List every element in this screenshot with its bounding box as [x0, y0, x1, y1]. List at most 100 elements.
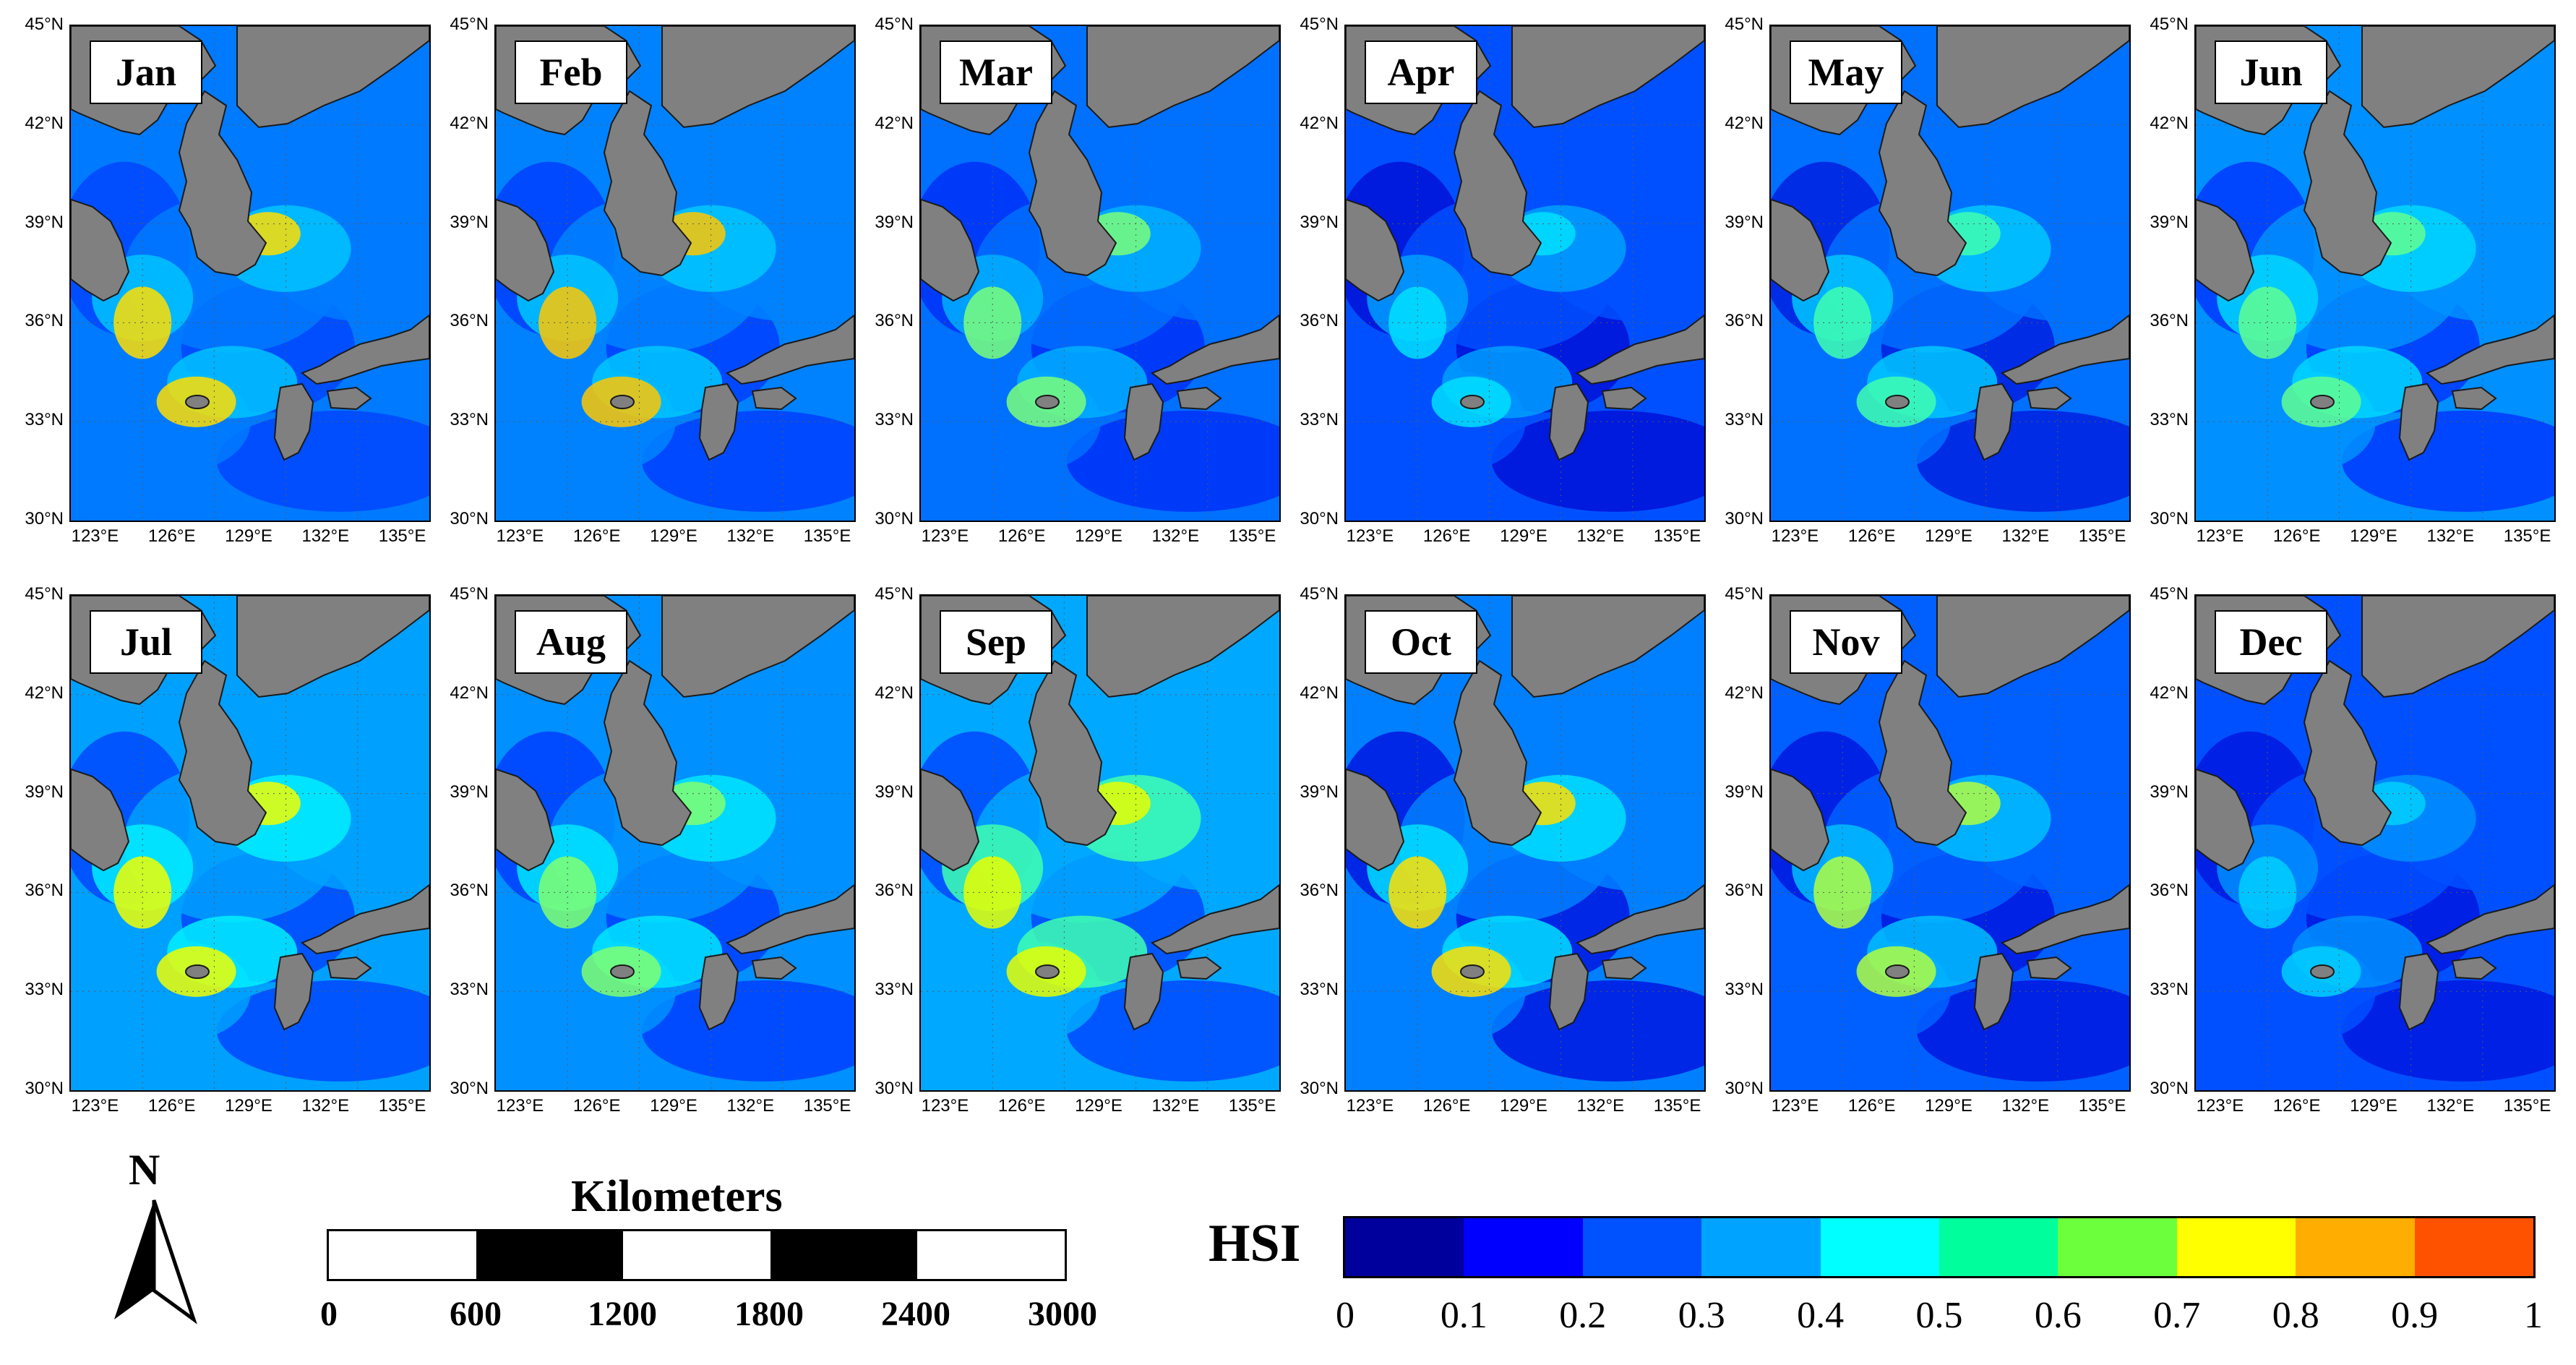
hsi-patch [1813, 286, 1872, 359]
hsi-map [71, 26, 429, 521]
latitude-tick-label: 42°N [1300, 682, 1339, 703]
hsi-patch [217, 410, 429, 512]
longitude-tick-label: 126°E [572, 1096, 621, 1116]
scale-bar-segment [329, 1231, 476, 1279]
map-panel-mar: Mar 45°N 42°N 39°N 36°N 33°N 30°N 123°E 126°E 129… [875, 14, 1281, 546]
jeju-island-land [185, 964, 210, 979]
japan-honshu-land [300, 314, 429, 385]
latitude-tick-label: 45°N [25, 14, 64, 34]
longitude-tick-label: 135°E [2503, 526, 2551, 546]
hsi-patch [2238, 856, 2297, 929]
map-panel-aug: Aug 45°N 42°N 39°N 36°N 33°N 30°N 123°E 126°E 129… [450, 584, 856, 1116]
latitude-tick-label: 30°N [25, 1079, 64, 1098]
latitude-tick-label: 39°N [1725, 782, 1764, 802]
longitude-tick-label: 123°E [1346, 1096, 1394, 1116]
latitude-tick-label: 39°N [2150, 212, 2189, 232]
map-panel-sep: Sep 45°N 42°N 39°N 36°N 33°N 30°N 123°E 126°E 129… [875, 584, 1281, 1116]
scale-bar-label: 2400 [881, 1295, 950, 1333]
latitude-tick-label: 42°N [450, 113, 489, 133]
hsi-patch [538, 856, 597, 929]
colorbar-tick-label: 0.1 [1440, 1295, 1487, 1336]
longitude-tick-label: 132°E [726, 526, 775, 546]
japan-honshu-land [2425, 883, 2554, 955]
korean-peninsula-land [603, 90, 692, 277]
jeju-island-land [610, 964, 635, 979]
russia-coast-land [2361, 596, 2554, 698]
hsi-patch [1067, 410, 1279, 512]
hsi-patch [642, 980, 854, 1082]
korean-peninsula-land [1453, 659, 1542, 847]
map-panel-oct: Oct 45°N 42°N 39°N 36°N 33°N 30°N 123°E 126°E 129… [1300, 584, 1706, 1116]
latitude-tick-label: 39°N [25, 782, 64, 802]
hsi-patch [1492, 980, 1704, 1082]
longitude-tick-label: 123°E [496, 526, 544, 546]
colorbar-tick-label: 0 [1336, 1295, 1354, 1336]
latitude-tick-label: 42°N [875, 113, 914, 133]
latitude-tick-label: 36°N [1300, 311, 1339, 331]
scale-bar-label: 0 [320, 1295, 338, 1333]
hsi-map [1771, 26, 2129, 521]
korean-peninsula-land [178, 659, 267, 847]
latitude-tick-label: 30°N [1300, 1079, 1339, 1098]
china-coast-land [2196, 768, 2255, 872]
map-frame [69, 594, 431, 1092]
latitude-tick-label: 30°N [1725, 1079, 1764, 1098]
hsi-patch [1813, 856, 1872, 929]
latitude-tick-label: 42°N [450, 682, 489, 703]
hsi-patch [1067, 980, 1279, 1082]
japan-shikoku-land [2026, 956, 2072, 980]
month-label: Feb [515, 40, 627, 104]
map-panel-nov: Nov 45°N 42°N 39°N 36°N 33°N 30°N 123°E 126°E 129… [1725, 584, 2131, 1116]
longitude-tick-label: 126°E [2272, 526, 2321, 546]
latitude-tick-label: 42°N [2150, 682, 2189, 703]
latitude-tick-label: 39°N [1300, 212, 1339, 232]
japan-kyushu-land [273, 952, 314, 1031]
map-panel-dec: Dec 45°N 42°N 39°N 36°N 33°N 30°N 123°E 126°E 129… [2150, 584, 2556, 1116]
latitude-tick-label: 45°N [1300, 14, 1339, 34]
month-label: Apr [1365, 40, 1477, 104]
latitude-tick-label: 36°N [2150, 311, 2189, 331]
japan-shikoku-land [2451, 956, 2497, 980]
latitude-tick-label: 33°N [1725, 980, 1764, 1000]
russia-coast-land [236, 26, 429, 129]
latitude-tick-label: 39°N [875, 782, 914, 802]
hsi-patch [113, 856, 172, 929]
colorbar-segment [1464, 1218, 1583, 1276]
longitude-tick-label: 123°E [1771, 526, 1819, 546]
longitude-tick-label: 135°E [2503, 1096, 2551, 1116]
map-frame [2194, 594, 2556, 1092]
latitude-tick-label: 30°N [1300, 509, 1339, 529]
longitude-tick-label: 135°E [2078, 1096, 2126, 1116]
latitude-tick-label: 33°N [450, 980, 489, 1000]
latitude-tick-label: 39°N [1725, 212, 1764, 232]
latitude-tick-label: 42°N [25, 113, 64, 133]
month-label: Aug [515, 610, 627, 674]
hsi-patch [2342, 410, 2554, 512]
longitude-tick-label: 135°E [1228, 1096, 1276, 1116]
colorbar-segment [2296, 1218, 2415, 1276]
korean-peninsula-land [2303, 90, 2392, 277]
map-frame [919, 594, 1281, 1092]
longitude-tick-label: 123°E [1346, 526, 1394, 546]
korean-peninsula-land [1453, 90, 1542, 277]
longitude-tick-label: 129°E [1925, 526, 1972, 546]
map-panel-feb: Feb 45°N 42°N 39°N 36°N 33°N 30°N 123°E 126°E 129… [450, 14, 856, 546]
map-frame [1769, 25, 2131, 522]
jeju-island-land [1460, 395, 1485, 409]
month-label: Jun [2215, 40, 2327, 104]
longitude-tick-label: 123°E [921, 526, 969, 546]
hsi-map [2196, 26, 2554, 521]
russia-coast-land [236, 596, 429, 698]
hsi-patch [1492, 410, 1704, 512]
latitude-tick-label: 30°N [2150, 509, 2189, 529]
russia-coast-land [661, 26, 854, 129]
longitude-tick-label: 123°E [496, 1096, 544, 1116]
longitude-tick-label: 129°E [225, 526, 272, 546]
map-panel-jun: Jun 45°N 42°N 39°N 36°N 33°N 30°N 123°E 126°E 129… [2150, 14, 2556, 546]
japan-shikoku-land [1176, 956, 1222, 980]
russia-coast-land [1086, 596, 1279, 698]
latitude-tick-label: 36°N [875, 311, 914, 331]
latitude-tick-label: 45°N [25, 584, 64, 604]
longitude-tick-label: 132°E [1576, 526, 1625, 546]
latitude-tick-label: 33°N [1300, 980, 1339, 1000]
